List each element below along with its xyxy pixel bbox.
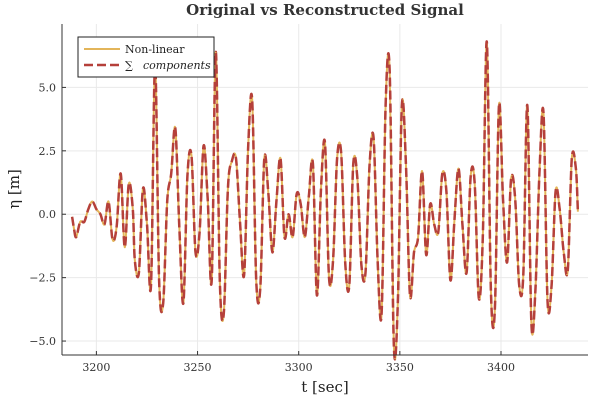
x-axis-label: t [sec] bbox=[301, 378, 348, 396]
x-tick-label: 3400 bbox=[487, 361, 515, 374]
y-tick-label: 5.0 bbox=[39, 81, 57, 94]
series-layer bbox=[70, 40, 580, 361]
series-line-components bbox=[70, 40, 580, 361]
y-tick-label: 0.0 bbox=[39, 208, 57, 221]
y-axis-label: η [m] bbox=[5, 169, 23, 209]
legend-label-non-linear: Non-linear bbox=[125, 43, 185, 56]
legend: Non-linear ∑ components bbox=[77, 36, 215, 78]
y-tick-label: 2.5 bbox=[39, 145, 57, 158]
x-tick-label: 3350 bbox=[386, 361, 414, 374]
y-tick-label: −5.0 bbox=[29, 335, 56, 348]
x-tick-label: 3250 bbox=[184, 361, 212, 374]
axes bbox=[61, 24, 588, 356]
x-ticks: 3200 3250 3300 3350 3400 bbox=[82, 351, 515, 374]
legend-sum-symbol: ∑ bbox=[125, 59, 133, 72]
x-tick-label: 3300 bbox=[285, 361, 313, 374]
x-tick-label: 3200 bbox=[82, 361, 110, 374]
y-ticks: −5.0 −2.5 0.0 2.5 5.0 bbox=[29, 81, 66, 348]
legend-label-components: components bbox=[143, 59, 211, 72]
legend-box bbox=[77, 36, 215, 78]
chart-title: Original vs Reconstructed Signal bbox=[186, 1, 464, 19]
y-tick-label: −2.5 bbox=[29, 272, 56, 285]
